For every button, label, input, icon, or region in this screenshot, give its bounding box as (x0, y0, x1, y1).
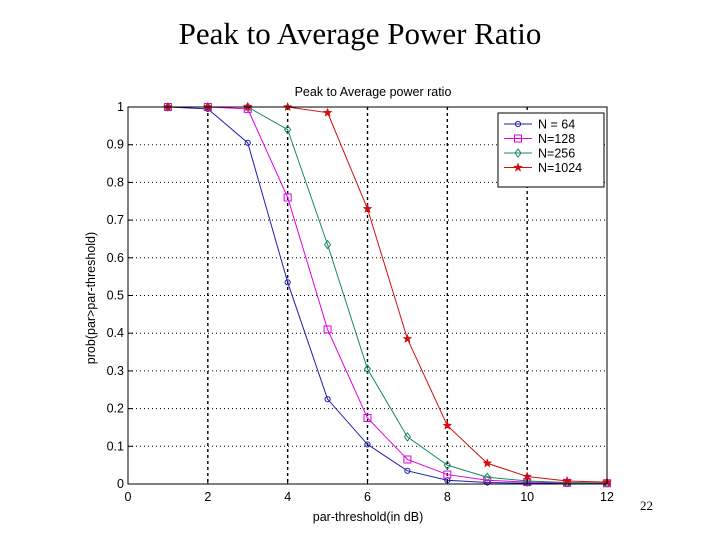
series-4-point (322, 107, 333, 117)
y-tick-label: 0.9 (107, 138, 124, 152)
page-number: 22 (640, 498, 653, 513)
legend-label: N=1024 (538, 161, 582, 175)
series-3-point (483, 472, 491, 483)
chart-title: Peak to Average power ratio (295, 85, 452, 99)
y-tick-label: 0.4 (107, 326, 124, 340)
series-4-point (402, 333, 413, 343)
x-tick-label: 10 (520, 490, 534, 504)
series-3-point (323, 239, 332, 250)
y-tick-label: 0.1 (107, 439, 124, 453)
legend-marker (514, 120, 522, 128)
series-1-point (324, 396, 331, 403)
y-axis-label: prob(par>par-threshold) (84, 232, 98, 364)
slide-title: Peak to Average Power Ratio (178, 16, 542, 51)
y-tick-label: 1 (117, 100, 124, 114)
x-tick-label: 2 (204, 490, 211, 504)
x-tick-label: 0 (125, 490, 132, 504)
legend-marker (514, 134, 522, 143)
series-3-point (363, 364, 372, 374)
series-4-point (482, 458, 493, 468)
series-2-point (363, 414, 372, 423)
y-tick-label: 0.6 (107, 251, 124, 265)
legend-marker (514, 148, 522, 158)
legend-label: N=256 (538, 147, 575, 161)
series-3-point (284, 124, 292, 135)
x-tick-label: 6 (364, 490, 371, 504)
series-1-point (404, 467, 411, 474)
x-tick-label: 12 (600, 490, 614, 504)
series-1-line (167, 106, 608, 485)
series-4-point (522, 471, 532, 481)
series-4-point (562, 475, 572, 486)
y-tick-label: 0.2 (107, 402, 124, 416)
series-4-point (362, 203, 373, 213)
y-tick-label: 0.3 (107, 364, 124, 378)
series-3-point (443, 460, 451, 470)
series-2-point (403, 455, 412, 464)
series-2-point (323, 325, 332, 334)
legend-label: N=128 (538, 132, 575, 146)
legend-marker (513, 162, 523, 172)
y-tick-label: 0.7 (107, 213, 124, 227)
series-2-point (443, 470, 452, 479)
y-tick-label: 0.8 (107, 175, 124, 189)
series-1-point (364, 441, 371, 448)
legend-label: N = 64 (538, 118, 575, 132)
x-tick-label: 8 (444, 490, 451, 504)
y-tick-label: 0 (117, 477, 124, 491)
x-tick-label: 4 (284, 490, 291, 504)
y-tick-label: 0.5 (107, 289, 124, 303)
series-3-point (403, 432, 412, 442)
series-2-point (283, 193, 292, 202)
series-1-point (244, 139, 251, 146)
x-axis-label: par-threshold(in dB) (313, 510, 423, 524)
series-2-line (167, 106, 608, 484)
ticks: 0 2 4 6 8 10 12 0 0.1 0.2 0.3 0.4 0.5 0.6 0.7 0.8 0.9 1 (107, 100, 614, 504)
series-1-point (284, 279, 291, 286)
series-4-point (442, 420, 453, 430)
